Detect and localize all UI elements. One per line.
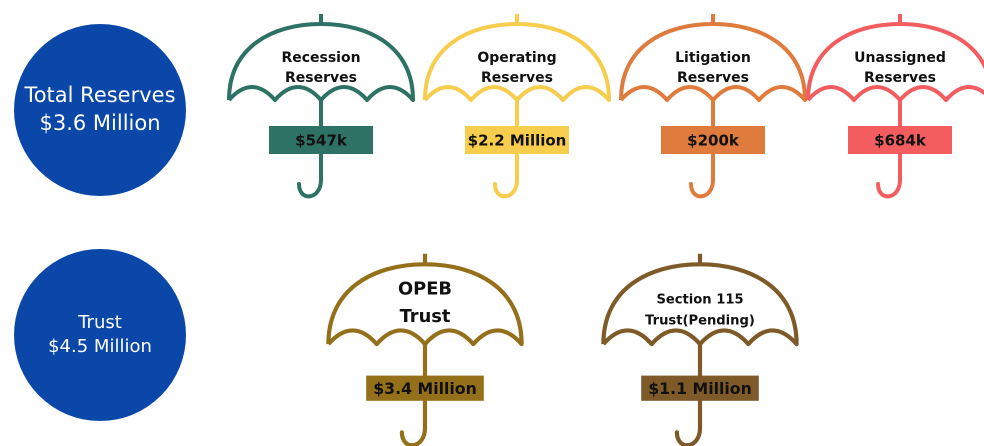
heading-circle [14, 249, 186, 421]
umbrella-canopy [227, 14, 415, 102]
umbrella-title: Reserves [285, 70, 357, 86]
amount-text: $2.2 Million [468, 132, 567, 150]
amount-text: $684k [874, 132, 927, 150]
umbrella-title: Unassigned [854, 50, 946, 66]
umbrella-canopy [619, 14, 807, 102]
umbrella-title: Trust [400, 306, 451, 327]
umbrella-title: Reserves [481, 70, 553, 86]
heading-text: $3.6 Million [39, 111, 160, 135]
amount-text: $547k [295, 132, 348, 150]
umbrella: Recession Reserves $547k [227, 14, 415, 199]
umbrella-title: Litigation [675, 50, 751, 66]
umbrella-handle [493, 98, 519, 199]
umbrella-handle [689, 98, 715, 199]
umbrella: Operating Reserves $2.2 Million [423, 14, 611, 199]
amount-text: $200k [687, 132, 740, 150]
umbrella-title: Section 115 [656, 293, 743, 308]
umbrella: OPEB Trust $3.4 Million [326, 253, 524, 446]
heading-text: Trust [77, 312, 122, 333]
umbrella: Section 115 Trust(Pending) $1.1 Million [601, 253, 799, 446]
umbrella: Unassigned Reserves $684k [806, 14, 984, 199]
heading-text: Total Reserves [23, 83, 175, 107]
umbrella-handle [399, 341, 428, 446]
heading-circle [14, 24, 186, 196]
umbrella-handle [876, 98, 902, 199]
umbrella: Litigation Reserves $200k [619, 14, 807, 199]
amount-text: $3.4 Million [373, 379, 477, 398]
umbrella-title: Operating [477, 50, 556, 66]
umbrella-canopy [601, 253, 799, 347]
umbrella-canopy [423, 14, 611, 102]
umbrella-canopy [806, 14, 984, 102]
amount-box [269, 126, 373, 154]
umbrella-canopy [326, 253, 524, 347]
umbrella-handle [297, 98, 323, 199]
amount-box [848, 126, 952, 154]
amount-box [661, 126, 765, 154]
umbrella-title: Recession [281, 50, 360, 66]
umbrella-title: Reserves [677, 70, 749, 86]
heading-text: $4.5 Million [48, 336, 152, 357]
amount-box [366, 375, 484, 401]
amount-box [641, 375, 759, 401]
umbrella-title: Reserves [864, 70, 936, 86]
umbrella-handle [674, 341, 703, 446]
umbrella-title: Trust(Pending) [645, 314, 755, 329]
amount-box [465, 126, 569, 154]
umbrella-title: OPEB [398, 279, 452, 300]
amount-text: $1.1 Million [648, 379, 752, 398]
